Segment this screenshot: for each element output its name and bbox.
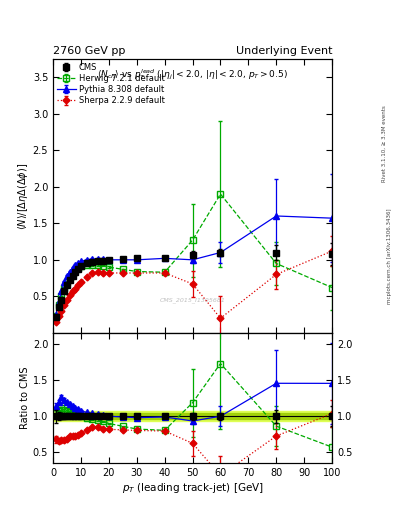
Y-axis label: $\langle N\rangle/[\Delta\eta\Delta(\Delta\phi)]$: $\langle N\rangle/[\Delta\eta\Delta(\Del… <box>16 162 30 229</box>
Text: CMS_2015_I1395681: CMS_2015_I1395681 <box>160 297 226 303</box>
Bar <box>53 413 332 419</box>
X-axis label: $p_T$ (leading track-jet) [GeV]: $p_T$ (leading track-jet) [GeV] <box>121 481 264 495</box>
Bar <box>53 411 332 421</box>
Text: 2760 GeV pp: 2760 GeV pp <box>53 46 125 56</box>
Text: Underlying Event: Underlying Event <box>235 46 332 56</box>
Text: Rivet 3.1.10, ≥ 3.3M events: Rivet 3.1.10, ≥ 3.3M events <box>382 105 387 182</box>
Y-axis label: Ratio to CMS: Ratio to CMS <box>20 367 30 430</box>
Legend: CMS, Herwig 7.2.1 default, Pythia 8.308 default, Sherpa 2.2.9 default: CMS, Herwig 7.2.1 default, Pythia 8.308 … <box>55 61 166 107</box>
Text: $\langle N_{ch}\rangle$ vs $p_T^{lead}$ ($|\eta_j|{<}2.0$, $|\eta|{<}2.0$, $p_T{: $\langle N_{ch}\rangle$ vs $p_T^{lead}$ … <box>97 67 288 81</box>
Text: mcplots.cern.ch [arXiv:1306.3436]: mcplots.cern.ch [arXiv:1306.3436] <box>387 208 392 304</box>
